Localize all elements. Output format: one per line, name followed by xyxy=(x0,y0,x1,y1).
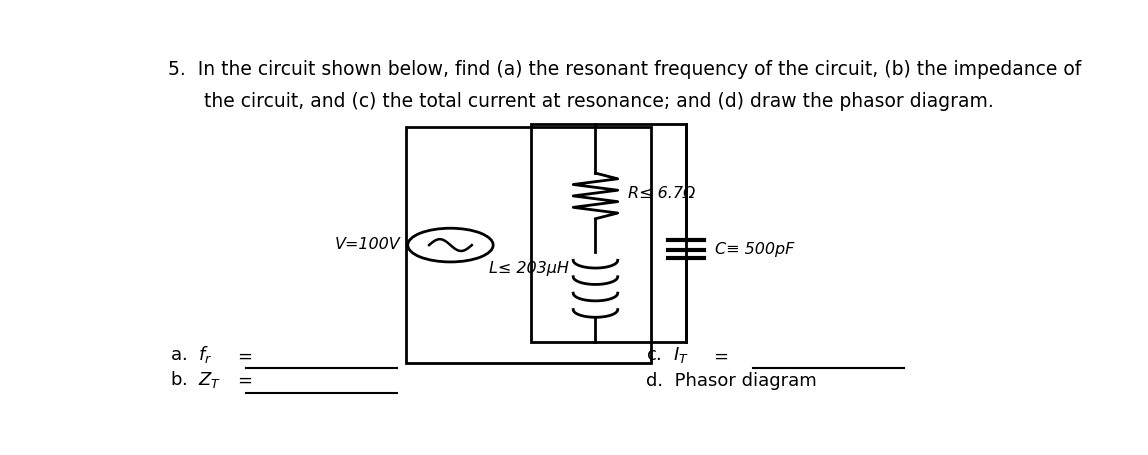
Text: c.  $I_T$: c. $I_T$ xyxy=(646,345,689,364)
Text: b.  $Z_T$: b. $Z_T$ xyxy=(170,368,222,389)
Text: d.  Phasor diagram: d. Phasor diagram xyxy=(646,371,817,389)
Text: 5.  In the circuit shown below, find (a) the resonant frequency of the circuit, : 5. In the circuit shown below, find (a) … xyxy=(169,60,1081,79)
Text: a.  $f_r$: a. $f_r$ xyxy=(170,344,212,364)
Text: the circuit, and (c) the total current at resonance; and (d) draw the phasor dia: the circuit, and (c) the total current a… xyxy=(169,91,994,111)
Text: V=100V: V=100V xyxy=(335,236,401,251)
Text: R≤ 6.7Ω: R≤ 6.7Ω xyxy=(628,186,696,201)
Text: =: = xyxy=(236,347,251,364)
Text: =: = xyxy=(713,347,728,364)
Text: =: = xyxy=(236,371,251,389)
Text: L≤ 203μH: L≤ 203μH xyxy=(489,261,568,276)
Text: C≡ 500pF: C≡ 500pF xyxy=(715,242,794,257)
